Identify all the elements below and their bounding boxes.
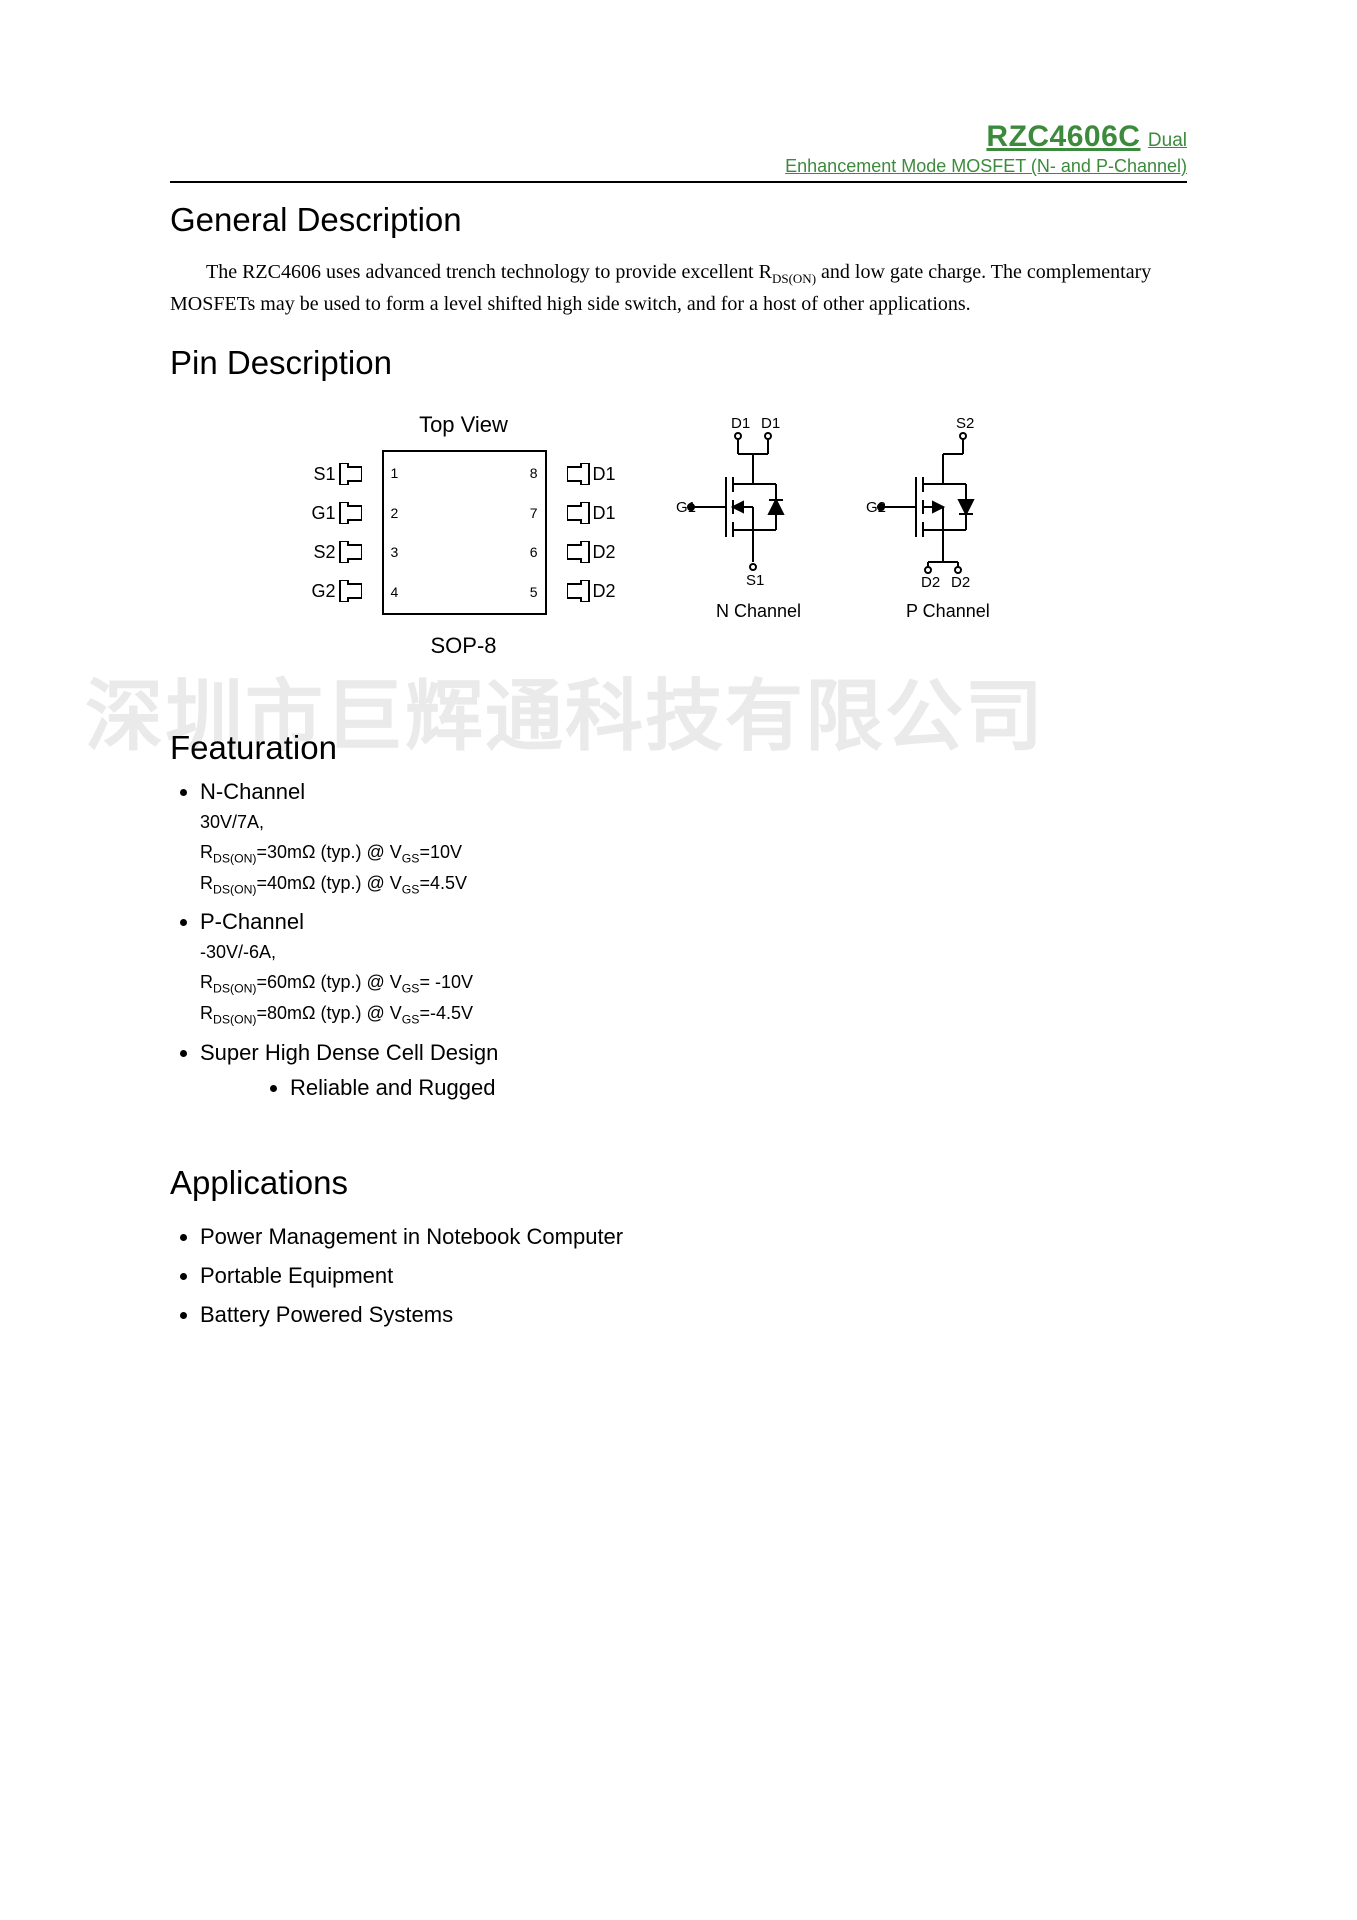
part-number: RZC4606C <box>986 120 1140 153</box>
page-container: RZC4606C Dual Enhancement Mode MOSFET (N… <box>0 0 1357 1397</box>
p-d2-label-b: D2 <box>951 574 970 591</box>
gd-part: RZC4606 <box>242 261 321 283</box>
app-item-2: Battery Powered Systems <box>200 1298 1187 1331</box>
sop8-row: S1 G1 S2 G2 1 2 3 4 8 7 6 <box>311 450 615 615</box>
feat-p-lines: -30V/-6A, RDS(ON)=60mΩ (typ.) @ VGS= -10… <box>200 938 1187 1029</box>
feat-nested: Reliable and Rugged <box>200 1071 1187 1104</box>
general-description-text: The RZC4606 uses advanced trench technol… <box>170 257 1187 320</box>
pin-g1: G1 <box>311 498 361 528</box>
chip-body: 1 2 3 4 8 7 6 5 <box>382 450 547 615</box>
section-feat-title: Featuration <box>170 729 1187 767</box>
p-g2-label: G2 <box>866 499 886 516</box>
top-view-block: Top View S1 G1 S2 G2 1 2 3 4 <box>311 412 615 659</box>
gd-sub: DS(ON) <box>772 271 816 286</box>
feat-n-rating: 30V/7A, <box>200 808 1187 838</box>
right-pin-labels: D1 D1 D2 D2 <box>567 459 616 606</box>
pin-num-1: 1 <box>384 458 399 488</box>
featuration-block: Featuration N-Channel 30V/7A, RDS(ON)=30… <box>170 729 1187 1103</box>
pin-num-6: 6 <box>530 537 545 567</box>
top-view-label: Top View <box>419 412 508 438</box>
gd-mid: uses advanced trench technology to provi… <box>321 261 772 283</box>
mosfet-symbols-svg: D1 D1 <box>676 412 1046 627</box>
pin-d1-a: D1 <box>567 459 616 489</box>
feat-p-rating: -30V/-6A, <box>200 938 1187 968</box>
p-channel-label: P Channel <box>906 601 990 621</box>
pin-num-3: 3 <box>384 537 399 567</box>
chip-left-nums: 1 2 3 4 <box>384 458 399 607</box>
header-rule <box>170 181 1187 183</box>
n-d1-label-a: D1 <box>731 415 750 432</box>
pin-num-7: 7 <box>530 498 545 528</box>
featuration-list: N-Channel 30V/7A, RDS(ON)=30mΩ (typ.) @ … <box>170 775 1187 1103</box>
feat-n-channel: N-Channel 30V/7A, RDS(ON)=30mΩ (typ.) @ … <box>200 775 1187 899</box>
n-g1-label: G1 <box>676 499 696 516</box>
feat-p-title: P-Channel <box>200 909 304 934</box>
feat-cell-design: Super High Dense Cell Design Reliable an… <box>200 1036 1187 1104</box>
pin-num-2: 2 <box>384 498 399 528</box>
pin-s2: S2 <box>313 537 361 567</box>
pin-num-5: 5 <box>530 577 545 607</box>
n-s1-label: S1 <box>746 572 764 589</box>
header-subtitle: Enhancement Mode MOSFET (N- and P-Channe… <box>170 156 1187 177</box>
p-d2-label-a: D2 <box>921 574 940 591</box>
symbols-block: D1 D1 <box>676 412 1046 659</box>
pin-num-4: 4 <box>384 577 399 607</box>
pin-num-8: 8 <box>530 458 545 488</box>
chip-right-nums: 8 7 6 5 <box>530 458 545 607</box>
app-item-0: Power Management in Notebook Computer <box>200 1220 1187 1253</box>
section-apps-title: Applications <box>170 1164 1187 1202</box>
feat-p-channel: P-Channel -30V/-6A, RDS(ON)=60mΩ (typ.) … <box>200 905 1187 1029</box>
n-channel-label: N Channel <box>716 601 801 621</box>
p-s2-label: S2 <box>956 415 974 432</box>
pin-d2-b: D2 <box>567 576 616 606</box>
pin-g2: G2 <box>311 576 361 606</box>
feat-reliable: Reliable and Rugged <box>290 1071 1187 1104</box>
section-general-title: General Description <box>170 201 1187 239</box>
pin-s1: S1 <box>313 459 361 489</box>
header-title-line: RZC4606C Dual <box>170 120 1187 154</box>
pin-diagram-area: Top View S1 G1 S2 G2 1 2 3 4 <box>170 412 1187 659</box>
feat-n-line1: RDS(ON)=30mΩ (typ.) @ VGS=10V <box>200 838 1187 869</box>
left-pin-labels: S1 G1 S2 G2 <box>311 459 361 606</box>
pin-d1-b: D1 <box>567 498 616 528</box>
pin-d2-a: D2 <box>567 537 616 567</box>
applications-list: Power Management in Notebook Computer Po… <box>170 1220 1187 1331</box>
section-pin-title: Pin Description <box>170 344 1187 382</box>
feat-p-line1: RDS(ON)=60mΩ (typ.) @ VGS= -10V <box>200 968 1187 999</box>
n-d1-label-b: D1 <box>761 415 780 432</box>
part-suffix: Dual <box>1145 130 1187 151</box>
feat-p-line2: RDS(ON)=80mΩ (typ.) @ VGS=-4.5V <box>200 999 1187 1030</box>
gd-pre: The <box>170 261 242 283</box>
app-item-1: Portable Equipment <box>200 1259 1187 1292</box>
feat-n-line2: RDS(ON)=40mΩ (typ.) @ VGS=4.5V <box>200 869 1187 900</box>
feat-n-lines: 30V/7A, RDS(ON)=30mΩ (typ.) @ VGS=10V RD… <box>200 808 1187 899</box>
feat-n-title: N-Channel <box>200 779 305 804</box>
package-label: SOP-8 <box>430 633 496 659</box>
